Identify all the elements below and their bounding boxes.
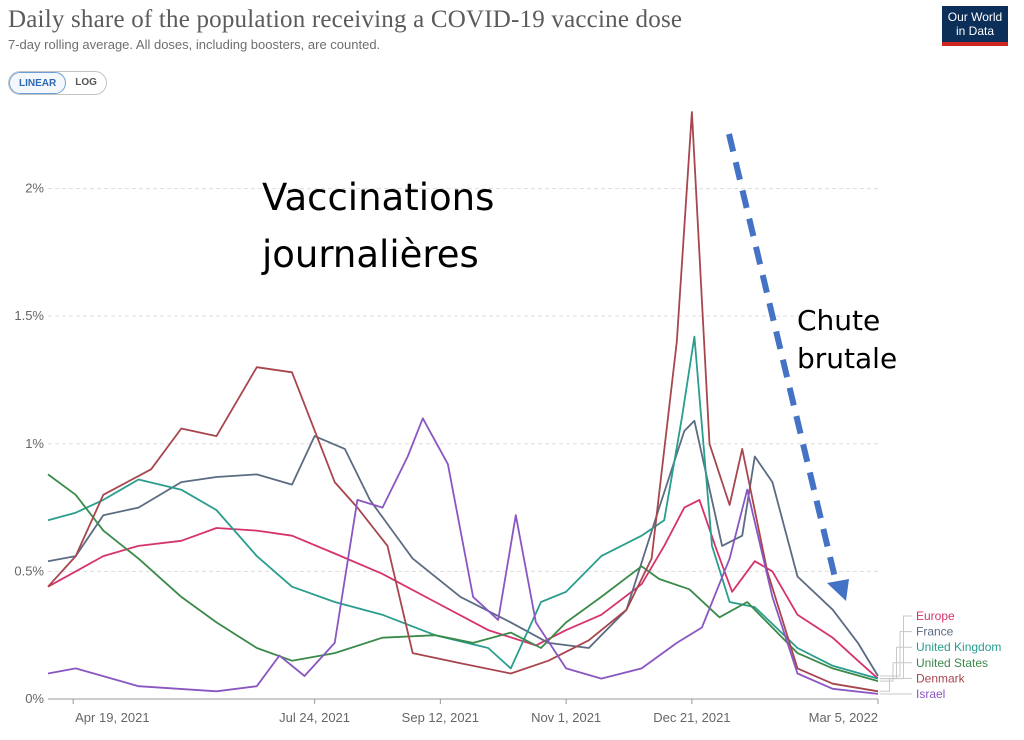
legend-label-israel[interactable]: Israel	[916, 687, 945, 701]
x-tick-label: Dec 21, 2021	[653, 710, 730, 725]
annotation-brutale: brutale	[797, 342, 897, 375]
y-axis-ticks: 0% 0.5% 1% 1.5% 2%	[14, 181, 44, 706]
annotation-journalieres: journalières	[261, 233, 479, 276]
logo-line-2: in Data	[955, 24, 995, 38]
legend-connector	[880, 677, 912, 692]
y-tick-label: 0%	[25, 691, 44, 706]
log-scale-button[interactable]: LOG	[75, 77, 97, 88]
series-line-united-kingdom[interactable]	[47, 335, 879, 680]
series-line-israel[interactable]	[47, 417, 879, 695]
y-tick-label: 1%	[25, 436, 44, 451]
chart-subtitle: 7-day rolling average. All doses, includ…	[8, 37, 381, 52]
legend-label-france[interactable]: France	[916, 625, 954, 639]
x-tick-label: Sep 12, 2021	[402, 710, 479, 725]
series-line-denmark[interactable]	[47, 111, 879, 693]
legend-label-united-kingdom[interactable]: United Kingdom	[916, 640, 1001, 654]
linear-scale-button[interactable]: LINEAR	[9, 72, 67, 94]
drop-arrow	[726, 133, 849, 601]
legend-connector	[880, 631, 912, 677]
annotation-vaccinations: Vaccinations	[262, 176, 494, 219]
legend-label-europe[interactable]: Europe	[916, 609, 955, 623]
logo-line-1: Our World	[947, 10, 1003, 24]
legend-label-united-states[interactable]: United States	[916, 656, 988, 670]
x-tick-label: Jul 24, 2021	[279, 710, 350, 725]
annotation-chute: Chute	[797, 304, 880, 337]
x-tick-label: Apr 19, 2021	[75, 710, 149, 725]
y-tick-label: 2%	[25, 181, 44, 196]
x-tick-label: Nov 1, 2021	[531, 710, 601, 725]
grid-lines	[48, 188, 878, 700]
chart-title: Daily share of the population receiving …	[8, 6, 683, 33]
x-axis-ticks: Apr 19, 2021 Jul 24, 2021 Sep 12, 2021 Nov …	[72, 699, 879, 725]
series-line-france[interactable]	[47, 419, 879, 677]
series-lines	[47, 111, 879, 695]
scale-toggle: LINEAR LOG	[8, 71, 107, 95]
legend-connector	[880, 662, 912, 682]
series-line-united-states[interactable]	[47, 473, 879, 682]
x-tick-label: Mar 5, 2022	[809, 710, 878, 725]
legend-label-denmark[interactable]: Denmark	[916, 671, 966, 685]
owid-logo[interactable]: Our World in Data	[942, 6, 1008, 46]
y-tick-label: 1.5%	[14, 308, 44, 323]
y-tick-label: 0.5%	[14, 563, 44, 578]
